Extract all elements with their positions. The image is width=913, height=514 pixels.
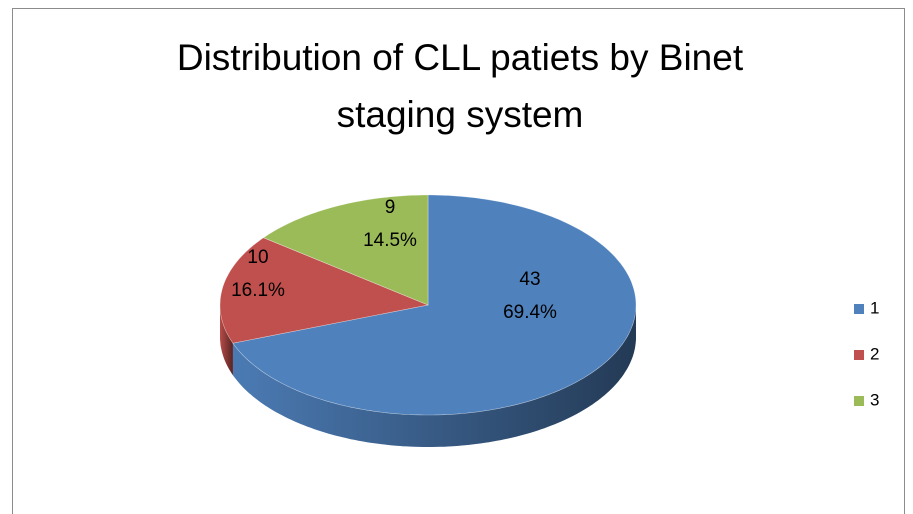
percent-label: 69.4%: [503, 302, 557, 323]
slice-side-shade: [220, 305, 233, 376]
legend-swatch: [854, 350, 864, 360]
data-label: 43: [519, 269, 540, 290]
legend-label: 3: [870, 390, 879, 409]
slice-side-shade: [232, 305, 636, 447]
legend-swatch: [854, 304, 864, 314]
chart-title: Distribution of CLL patiets by Binet: [177, 37, 744, 78]
slice: [262, 194, 429, 306]
slice: [232, 194, 637, 416]
percent-label: 14.5%: [363, 230, 417, 251]
legend-label: 2: [870, 344, 879, 363]
data-label: 10: [247, 247, 268, 268]
slice: [219, 237, 430, 344]
legend-label: 1: [870, 298, 879, 317]
percent-label: 16.1%: [231, 280, 285, 301]
chart-title: staging system: [337, 94, 584, 135]
data-label: 9: [385, 197, 396, 218]
legend-swatch: [854, 396, 864, 406]
